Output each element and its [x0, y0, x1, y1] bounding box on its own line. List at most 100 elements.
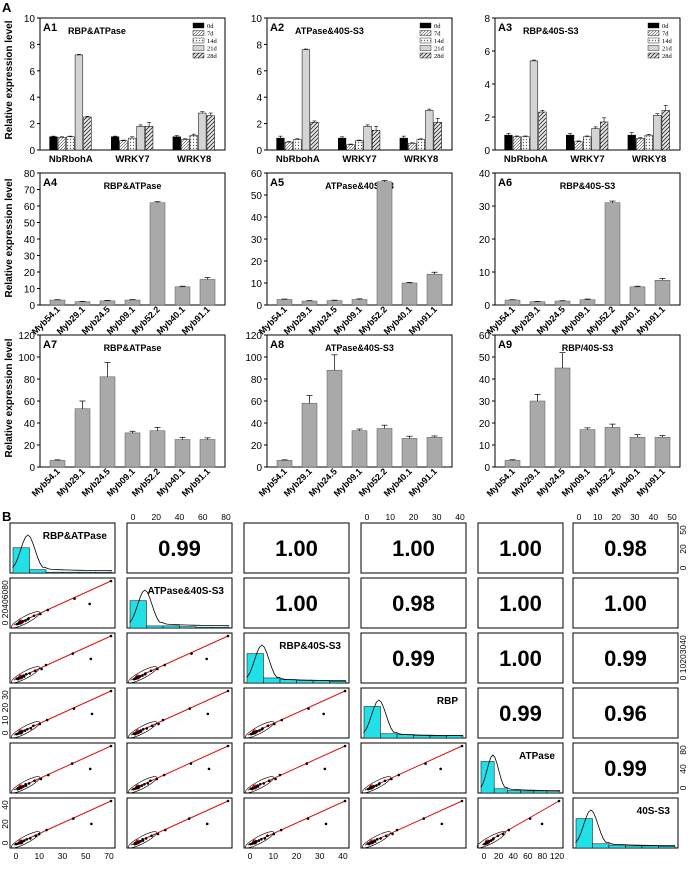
legend-swatch	[419, 22, 432, 29]
scatter-point	[150, 724, 154, 728]
legend-label: 14d	[434, 38, 445, 45]
confidence-ellipse	[245, 721, 275, 739]
scatter-point	[485, 841, 489, 844]
x-tick-label: WRKY7	[342, 154, 376, 165]
legend-swatch	[192, 30, 205, 36]
scatter-point	[397, 773, 401, 777]
scatter-point	[324, 822, 328, 826]
scatter-point	[164, 828, 167, 832]
regression-line	[130, 635, 229, 681]
legend-swatch	[647, 45, 660, 51]
bar-14d	[189, 135, 198, 151]
confidence-ellipse	[11, 666, 41, 684]
histogram-bar	[520, 790, 534, 794]
bar-14d	[583, 136, 592, 151]
bar	[99, 300, 116, 306]
legend-label: 21d	[662, 46, 673, 53]
bar	[99, 376, 116, 468]
matrix-bottom-tick: 70	[104, 851, 114, 861]
matrix-bottom-tick: 50	[81, 851, 91, 861]
cell-5-4	[476, 797, 564, 849]
y-tick-label: 40	[251, 419, 263, 430]
cell-frame	[360, 577, 467, 629]
scatter-point	[422, 817, 426, 820]
scatter-point	[24, 672, 28, 676]
bar	[149, 430, 166, 468]
y-tick-label: 60	[24, 202, 36, 213]
chart-id: A2	[270, 22, 284, 34]
legend-label: 21d	[434, 46, 445, 53]
scatter-point	[156, 667, 159, 671]
chart-id: A3	[498, 22, 512, 34]
scatter-point	[187, 817, 191, 820]
cell-2-5: 0.99	[572, 632, 679, 684]
histogram-bar	[480, 761, 495, 794]
ylabel-row1: Relative expression level	[4, 20, 15, 139]
scatter-point	[138, 785, 141, 788]
panel-b-scatter-matrix: RBP&ATPase 0.99 1.00 1.00 1.00 0.98 ATPase&40S…	[0, 512, 688, 861]
cell-5-5: 40S-S3	[572, 797, 679, 849]
cell-frame	[477, 687, 564, 739]
bar-7d	[574, 141, 583, 151]
matrix-right-tick: 20	[678, 654, 688, 664]
scatter-point	[25, 837, 29, 841]
bar	[376, 181, 393, 306]
x-tick-label: NbRbohA	[49, 154, 93, 165]
bar-21d	[301, 49, 311, 151]
scatter-point	[156, 832, 160, 836]
scatter-point	[378, 782, 381, 785]
bar	[276, 299, 293, 306]
histogram-bar	[45, 571, 63, 574]
confidence-ellipse	[245, 831, 275, 849]
matrix-bottom-tick: 0	[248, 851, 253, 861]
bar	[529, 301, 546, 306]
histogram-bar	[413, 735, 431, 739]
confidence-ellipse	[11, 721, 41, 739]
scatter-point	[89, 657, 93, 661]
cell-frame	[243, 577, 350, 629]
cell-4-1	[126, 742, 233, 794]
scatter-point	[73, 597, 76, 600]
matrix-right-tick: 30	[678, 645, 688, 655]
scatter-point	[70, 762, 74, 765]
matrix-left-tick: 0	[0, 620, 10, 625]
histogram-bar	[162, 625, 180, 629]
bar-21d	[529, 60, 539, 151]
y-tick-label: 40	[24, 419, 36, 430]
scatter-point	[163, 663, 167, 667]
matrix-bottom-tick: 60	[523, 851, 533, 861]
scatter-point	[20, 840, 24, 843]
scatter-point	[307, 707, 310, 710]
cell-4-0	[9, 742, 116, 794]
scatter-point	[23, 729, 27, 732]
scatter-point	[274, 777, 277, 781]
cell-frame	[572, 687, 679, 739]
bar	[504, 299, 521, 306]
scatter-point	[384, 834, 388, 838]
scatter-point	[71, 652, 75, 655]
scatter-point	[557, 799, 561, 803]
chart-title: RBP/40S-S3	[562, 343, 614, 353]
scatter-point	[22, 839, 26, 842]
legend-swatch	[192, 22, 205, 29]
legend-label: 7d	[207, 31, 214, 38]
bar	[351, 299, 368, 306]
correlation-value: 0.96	[604, 701, 647, 726]
confidence-ellipse	[11, 831, 41, 849]
bar	[401, 438, 418, 468]
legend-swatch	[419, 52, 432, 59]
legend-label: 7d	[662, 31, 669, 38]
scatter-point	[139, 840, 142, 843]
matrix-bottom-tick: 40	[338, 851, 348, 861]
chart-id: A1	[43, 22, 57, 34]
scatter-point	[272, 832, 276, 836]
y-tick-label: 4	[256, 93, 262, 104]
legend-swatch	[647, 30, 660, 36]
confidence-ellipse	[11, 611, 41, 629]
bar-7d	[636, 138, 645, 151]
scatter-point	[371, 841, 374, 844]
y-tick-label: 0	[29, 463, 35, 474]
cell-2-3: 0.99	[360, 632, 467, 684]
